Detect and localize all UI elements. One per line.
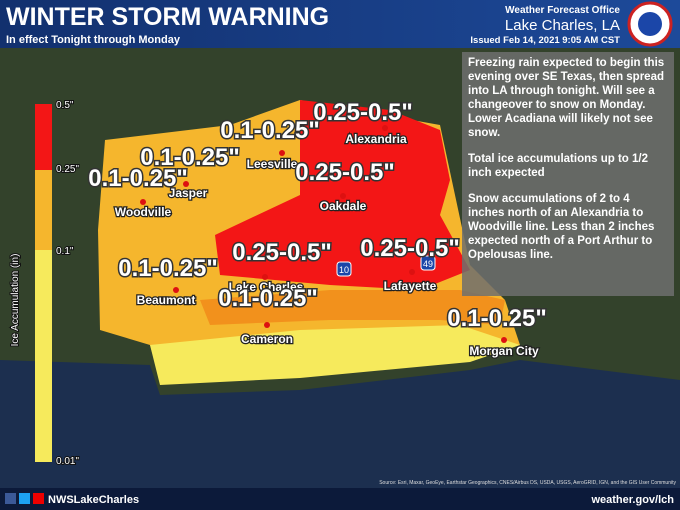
text-paragraph: Total ice accumulations up to 1/2 inch e…	[468, 153, 648, 179]
zone-label: 0.1-0.25"	[88, 165, 187, 192]
location: Lake Charles, LA	[505, 17, 620, 34]
city: Cameron	[241, 332, 293, 346]
city-dots	[140, 125, 507, 343]
facebook-icon[interactable]	[5, 493, 16, 504]
social-handle[interactable]: NWSLakeCharles	[48, 494, 139, 506]
highway: 10	[339, 265, 349, 275]
legend-label: 0.25"	[56, 164, 79, 175]
city: Jasper	[169, 186, 208, 200]
zone-label: 0.1-0.25"	[140, 144, 239, 171]
text-paragraph: Snow accumulations of 2 to 4 inches nort…	[468, 193, 655, 261]
city: Oakdale	[320, 199, 367, 213]
office: Weather Forecast Office	[505, 5, 620, 16]
city: Woodville	[115, 205, 172, 219]
zone-label: 0.25-0.5"	[295, 159, 394, 186]
highway: 49	[423, 259, 433, 269]
city: Alexandria	[345, 132, 407, 146]
zone-label: 0.1-0.25"	[118, 255, 217, 282]
city: Beaumont	[137, 293, 196, 307]
header-bar	[0, 0, 680, 48]
gulf	[0, 360, 680, 488]
zone-label: 0.25-0.5"	[360, 235, 459, 262]
city: Leesville	[247, 157, 298, 171]
legend-label: 0.01"	[56, 456, 79, 467]
zone-label: 0.1-0.25"	[220, 117, 319, 144]
city: Lafayette	[384, 279, 437, 293]
city: Morgan City	[469, 344, 539, 358]
legend-title: Ice Accumulation (in)	[10, 254, 21, 347]
legend-label: 0.1"	[56, 246, 74, 257]
text-paragraph: Freezing rain expected to begin this eve…	[468, 57, 665, 139]
zone-label: 0.1-0.25"	[218, 285, 317, 312]
url[interactable]: weather.gov/lch	[590, 494, 674, 506]
source: Source: Esri, Maxar, GeoEye, Earthstar G…	[379, 480, 676, 486]
nws-logo-inner	[638, 12, 662, 36]
legend-orange	[35, 170, 52, 250]
city: Lake Charles	[229, 280, 304, 294]
highway-shield	[336, 261, 352, 277]
highway-shield	[420, 255, 436, 271]
legend-label: 0.5"	[56, 100, 74, 111]
legend-yellow	[35, 250, 52, 462]
zone-lightest	[150, 325, 520, 385]
subtitle: In effect Tonight through Monday	[6, 34, 181, 46]
zone-orange	[200, 290, 505, 325]
zone-label: 0.1-0.25"	[447, 305, 546, 332]
title: WINTER STORM WARNING	[6, 3, 329, 31]
issued: Issued Feb 14, 2021 9:05 AM CST	[470, 35, 620, 46]
text-box: Freezing rain expected to begin this eve…	[462, 52, 674, 296]
twitter-icon[interactable]	[19, 493, 30, 504]
zone-label: 0.25-0.5"	[232, 239, 331, 266]
footer-bar	[0, 488, 680, 510]
legend-red	[35, 104, 52, 170]
youtube-icon[interactable]	[33, 493, 44, 504]
zone-label: 0.25-0.5"	[313, 99, 412, 126]
